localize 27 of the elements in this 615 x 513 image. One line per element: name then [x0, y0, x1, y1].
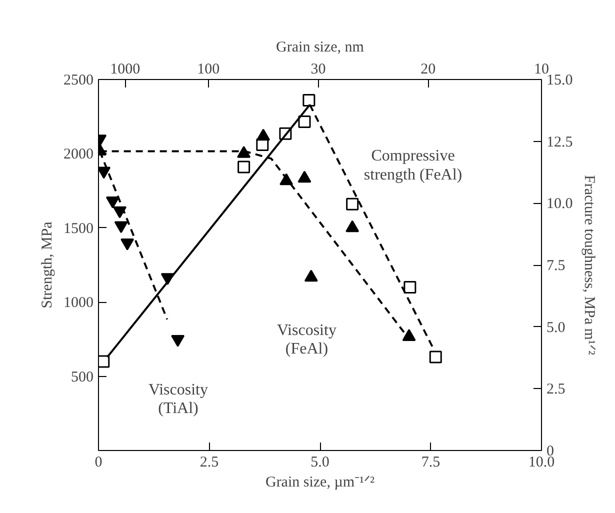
annotation: Viscosity (FeAl) [276, 322, 336, 358]
text: 1000 [110, 62, 140, 78]
text: 10 [534, 62, 549, 78]
y2-axis-title: Fracture toughness, MPa m¹ᐟ² [580, 175, 597, 356]
x-tick-label: 7.5 [421, 454, 440, 470]
x2-axis-title: Grain size, nm [276, 40, 364, 56]
y2-tick-label: 7.5 [546, 258, 566, 274]
x-tick-label: 5.0 [310, 454, 330, 470]
y-axis-title: Strength, MPa [40, 221, 56, 308]
y2-tick-label: 5.0 [546, 320, 566, 336]
annotation: Compressive strength (FeAl) [364, 148, 462, 184]
y-tick-label: 2000 [64, 146, 94, 163]
y-tick-label: 1500 [64, 220, 94, 237]
text: 30 [310, 62, 326, 78]
y2-tick-label: 15.0 [546, 72, 573, 88]
x-tick-label: 2.5 [200, 454, 219, 470]
y2-tick-label: 10.0 [546, 196, 573, 212]
x-tick-label: 0 [94, 454, 102, 470]
text: 100 [197, 62, 220, 78]
y-tick-label: 2500 [64, 72, 94, 88]
y2-tick-label: 12.5 [546, 134, 573, 150]
y2-tick-label: 2.5 [546, 382, 566, 398]
annotation: Viscosity (TiAl) [148, 381, 208, 418]
x-axis-title: Grain size, µm⁻¹ᐟ² [265, 474, 376, 490]
y-tick-label: 500 [71, 369, 94, 386]
y-tick-label: 1000 [64, 295, 94, 312]
text: 20 [420, 62, 436, 78]
